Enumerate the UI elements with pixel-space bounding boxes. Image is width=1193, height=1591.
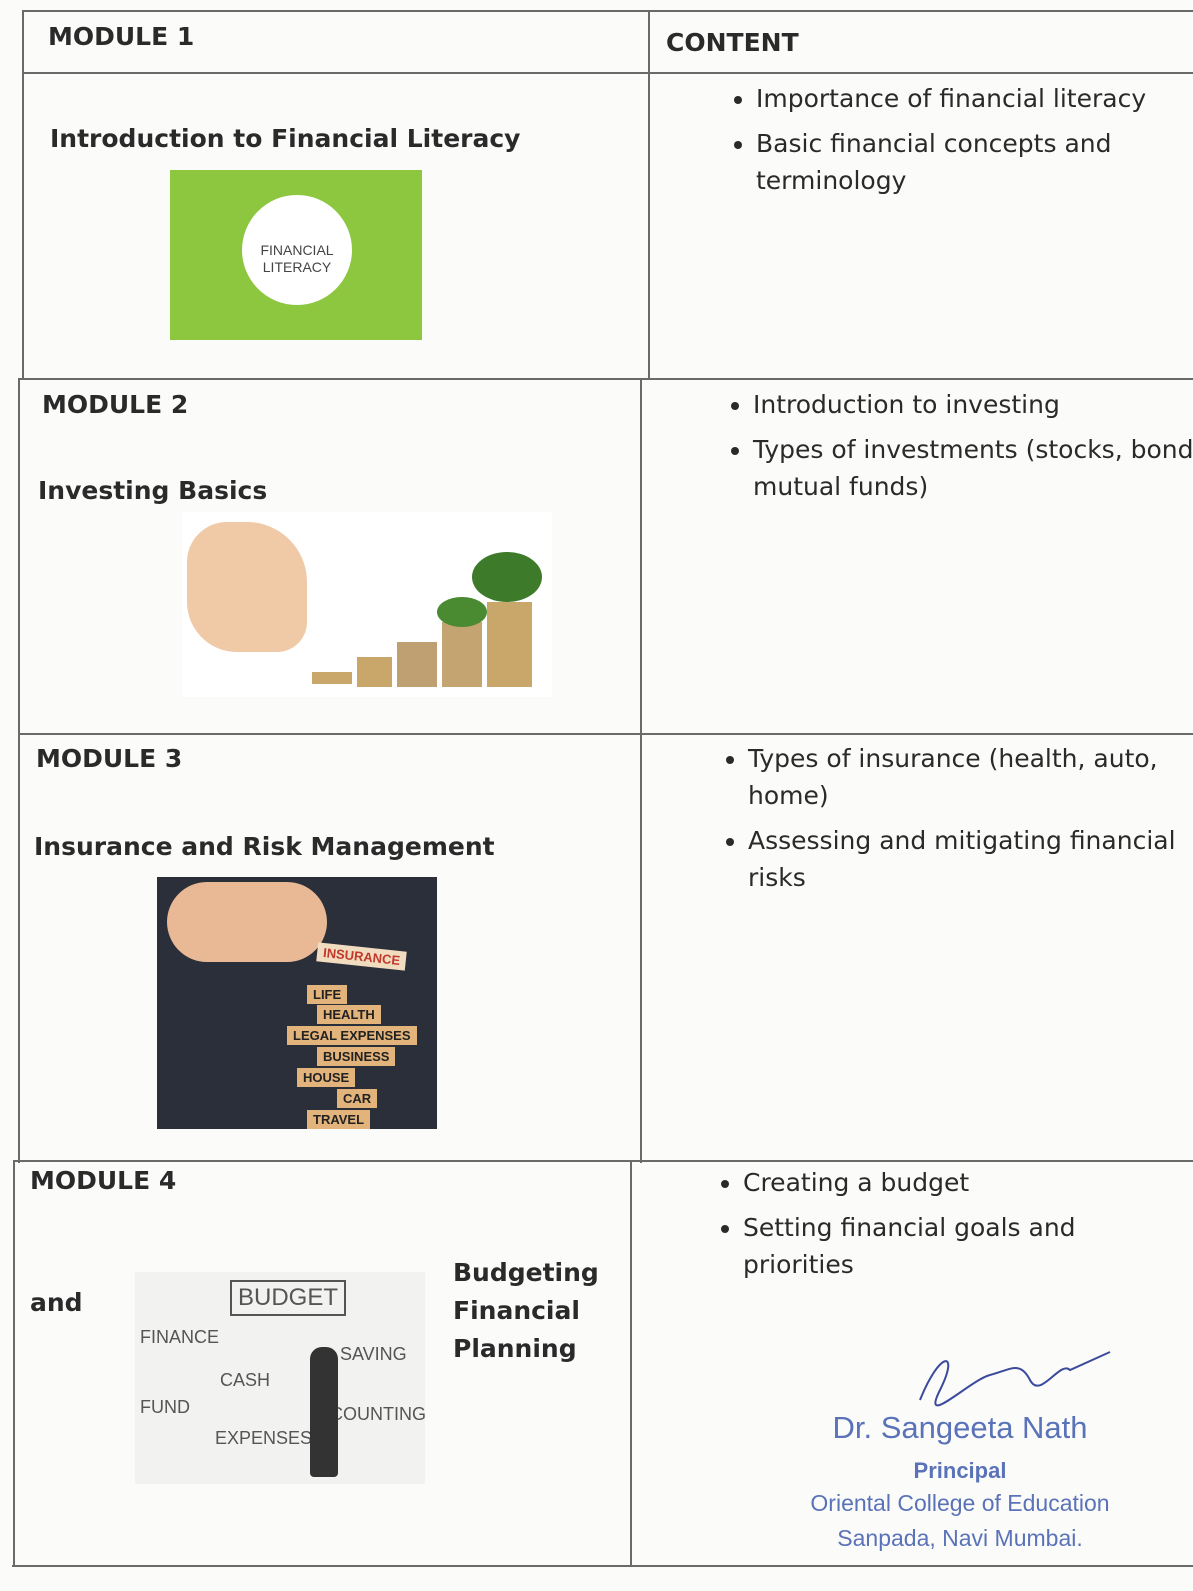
border bbox=[13, 1160, 15, 1567]
module-label: MODULE 4 bbox=[30, 1166, 177, 1195]
hand bbox=[167, 882, 327, 962]
person bbox=[310, 1347, 338, 1477]
module-title: Planning bbox=[453, 1334, 577, 1363]
border bbox=[18, 378, 20, 1163]
coins bbox=[312, 672, 352, 684]
border bbox=[18, 733, 1193, 735]
image-text: TRAVEL bbox=[307, 1110, 371, 1129]
stamp-role: Principal bbox=[913, 1458, 1007, 1483]
border bbox=[22, 72, 1193, 74]
stamp-institution: Oriental College of Education bbox=[810, 1490, 1110, 1516]
image-text: SAVING bbox=[340, 1344, 407, 1364]
signature-stroke bbox=[919, 1351, 1111, 1407]
border bbox=[640, 378, 642, 1163]
image-text: HEALTH bbox=[317, 1005, 381, 1024]
border bbox=[648, 10, 650, 380]
content-item: Types of investments (stocks, bonds, mut… bbox=[753, 431, 1193, 505]
coins bbox=[397, 642, 437, 687]
tree bbox=[472, 552, 542, 602]
image-text: INSURANCE bbox=[316, 942, 408, 971]
image-text: FUND bbox=[140, 1397, 190, 1417]
image: FINANCIAL LITERACY bbox=[170, 170, 422, 340]
image-circle bbox=[242, 195, 352, 305]
stamp-name: Dr. Sangeeta Nath bbox=[832, 1410, 1088, 1445]
content-list: Types of insurance (health, auto, home) … bbox=[700, 740, 1188, 904]
image: INSURANCE LIFE HEALTH LEGAL EXPENSES BUS… bbox=[157, 877, 437, 1129]
border bbox=[22, 10, 1193, 12]
module-title: Budgeting bbox=[453, 1258, 599, 1287]
column-header: CONTENT bbox=[666, 28, 799, 57]
module-label: MODULE 2 bbox=[42, 390, 189, 419]
image-text: BUSINESS bbox=[317, 1047, 396, 1066]
border bbox=[20, 378, 1193, 380]
module-label: MODULE 1 bbox=[48, 22, 195, 51]
coins bbox=[487, 602, 532, 687]
module-title: Financial bbox=[453, 1296, 580, 1325]
hand bbox=[187, 522, 307, 652]
border bbox=[630, 1160, 632, 1567]
content-item: Types of insurance (health, auto, home) bbox=[748, 740, 1188, 814]
border bbox=[22, 10, 24, 380]
module-label: MODULE 3 bbox=[36, 744, 183, 773]
content-item: Setting financial goals and priorities bbox=[743, 1209, 1183, 1283]
content-item: Basic financial concepts and terminology bbox=[756, 125, 1193, 199]
image-text: LITERACY bbox=[262, 259, 332, 275]
content-item: Introduction to investing bbox=[753, 386, 1193, 423]
image-text: LIFE bbox=[307, 985, 348, 1004]
image-text: FINANCIAL LITERACY bbox=[248, 242, 346, 276]
content-item: Importance of financial literacy bbox=[756, 80, 1193, 117]
image-text: LEGAL EXPENSES bbox=[287, 1026, 417, 1045]
image-text: EXPENSES bbox=[215, 1428, 313, 1448]
coins bbox=[442, 622, 482, 687]
image-text: FINANCIAL bbox=[260, 242, 334, 258]
module-title: Introduction to Financial Literacy bbox=[50, 124, 521, 153]
coins bbox=[357, 657, 392, 687]
content-list: Creating a budget Setting financial goal… bbox=[695, 1164, 1183, 1291]
image-text: CASH bbox=[220, 1370, 271, 1390]
content-item: Creating a budget bbox=[743, 1164, 1183, 1201]
image-text: BUDGET bbox=[230, 1280, 347, 1316]
image-text: HOUSE bbox=[297, 1068, 356, 1087]
module-title: and bbox=[30, 1288, 83, 1317]
module-title: Investing Basics bbox=[38, 476, 268, 505]
border bbox=[12, 1565, 1193, 1567]
image bbox=[182, 512, 552, 697]
module-title: Budgeting Financial Planning bbox=[453, 1254, 599, 1368]
image-text: FINANCE bbox=[140, 1327, 220, 1347]
content-item: Assessing and mitigating financial risks bbox=[748, 822, 1188, 896]
stamp-place: Sanpada, Navi Mumbai. bbox=[837, 1525, 1083, 1551]
content-list: Importance of financial literacy Basic f… bbox=[708, 80, 1193, 207]
image-text: CAR bbox=[337, 1089, 378, 1108]
image-text: COUNTING bbox=[330, 1404, 425, 1424]
tree bbox=[437, 597, 487, 627]
border bbox=[15, 1160, 1193, 1162]
signature bbox=[919, 1351, 1111, 1407]
image: BUDGET FINANCE SAVING CASH FUND COUNTING… bbox=[135, 1272, 425, 1484]
content-list: Introduction to investing Types of inves… bbox=[705, 386, 1193, 513]
module-title: Insurance and Risk Management bbox=[34, 832, 495, 861]
